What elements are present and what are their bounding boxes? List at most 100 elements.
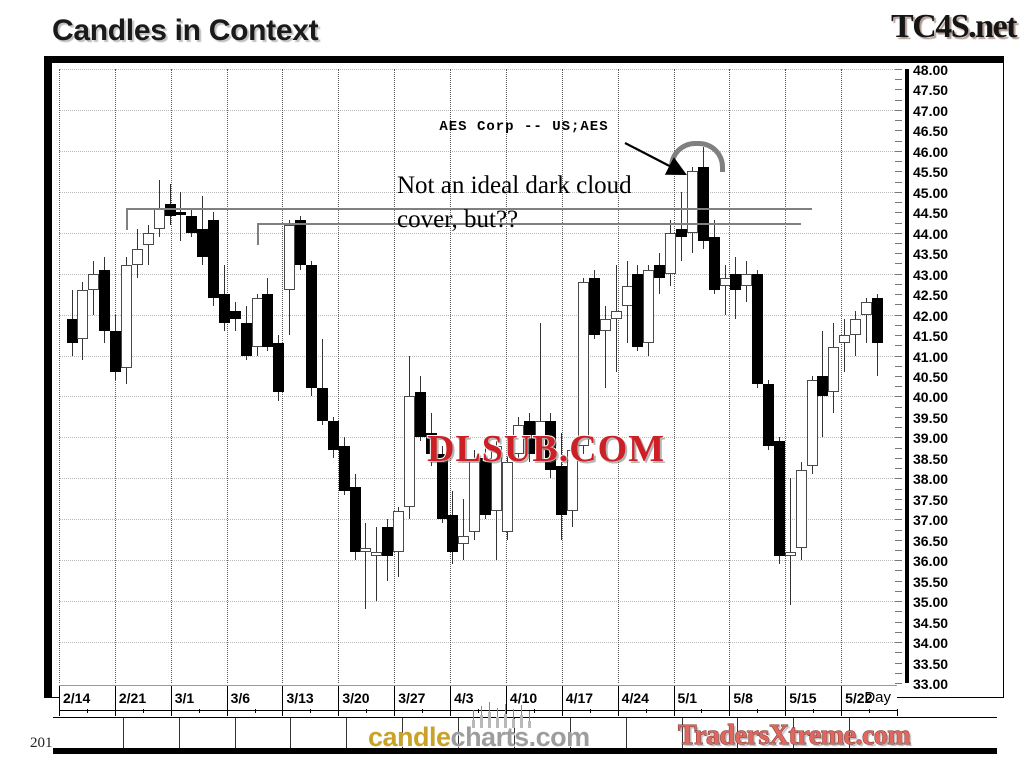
- candle: [262, 69, 274, 683]
- candle: [360, 69, 372, 683]
- x-axis-tick-label: 5/22: [841, 686, 897, 710]
- candle-body: [578, 281, 590, 446]
- candle-body: [66, 318, 78, 344]
- candle: [578, 69, 590, 683]
- candle: [806, 69, 818, 683]
- gridline-h: [59, 314, 897, 316]
- candle-body: [871, 298, 883, 344]
- candle: [240, 69, 252, 683]
- candle-wick: [681, 191, 682, 262]
- candle: [371, 69, 383, 683]
- annotation-line-2: cover, but??: [397, 205, 519, 233]
- candle: [175, 69, 187, 683]
- candle: [425, 69, 437, 683]
- candle-body: [382, 527, 394, 557]
- y-axis-rail: [905, 69, 909, 683]
- candle-body: [414, 392, 426, 438]
- logo-charts-text: charts.com: [450, 722, 591, 752]
- candle-wick: [604, 306, 606, 389]
- candlestick-plot[interactable]: DLSUB.COM: [59, 69, 897, 683]
- candle-body: [708, 236, 720, 291]
- candle-body: [77, 290, 89, 340]
- candle: [164, 69, 176, 683]
- x-axis-tick-label: 3/6: [226, 686, 283, 710]
- y-axis-tick-label: 45.00: [913, 184, 949, 201]
- candle: [817, 69, 829, 683]
- y-axis-tick-label: 34.00: [913, 635, 949, 652]
- candle: [66, 69, 78, 683]
- y-axis-tick-label: 47.50: [913, 82, 949, 99]
- candle-body: [393, 511, 405, 552]
- gridline-v: [729, 69, 731, 683]
- y-axis: 48.00 47.50 47.00 46.50 46.00 45.50 45.00 44.50…: [895, 63, 995, 691]
- candle: [338, 69, 350, 683]
- candle: [654, 69, 666, 683]
- x-axis-tick-label: 5/15: [785, 686, 841, 710]
- candle-body: [186, 216, 198, 233]
- candle-body: [828, 347, 840, 393]
- candle: [534, 69, 546, 683]
- gridline-v: [561, 69, 563, 683]
- candle: [871, 69, 883, 683]
- candle: [567, 69, 579, 683]
- candle-body: [197, 228, 209, 258]
- candle: [436, 69, 448, 683]
- y-axis-tick-label: 35.50: [913, 573, 949, 590]
- x-axis-minor-ticks: [59, 709, 898, 716]
- gridline-h: [59, 232, 897, 234]
- candle-body: [491, 445, 502, 512]
- x-axis-tick-label: 3/13: [282, 686, 338, 710]
- candle: [632, 69, 644, 683]
- candle-body: [240, 322, 252, 356]
- candle-body: [447, 515, 459, 552]
- y-axis-tick-label: 36.50: [913, 532, 949, 549]
- candle-body: [142, 232, 154, 245]
- gridline-h: [59, 273, 897, 275]
- y-axis-tick-label: 37.50: [913, 491, 949, 508]
- x-axis-tick-label: 2/21: [114, 686, 171, 710]
- candle-body: [175, 212, 187, 215]
- candle: [186, 69, 198, 683]
- y-axis-minor-ticks: [893, 69, 903, 684]
- gridline-h: [59, 437, 897, 439]
- candle: [491, 69, 502, 683]
- candle-body: [850, 318, 862, 336]
- candle-body: [316, 388, 328, 421]
- candle: [273, 69, 285, 683]
- candle: [708, 69, 720, 683]
- brand-logo-tc4s: TC4S.net: [891, 8, 1017, 45]
- candle: [512, 69, 524, 683]
- candle: [741, 69, 753, 683]
- candle-body: [403, 396, 415, 507]
- x-axis-tick-label: 4/24: [617, 686, 674, 710]
- page-title: Candles in Context: [52, 14, 319, 47]
- candle: [469, 69, 481, 683]
- candle-body: [621, 285, 633, 307]
- candle: [393, 69, 405, 683]
- x-axis-tick-label: 5/8: [729, 686, 785, 710]
- candle-body: [763, 384, 775, 446]
- candle-body: [686, 171, 698, 233]
- candle: [295, 69, 307, 683]
- candle-body: [839, 335, 851, 344]
- candle-body: [458, 535, 470, 544]
- candle-wick: [724, 265, 726, 315]
- candle: [110, 69, 122, 683]
- candle-body: [120, 265, 132, 368]
- y-axis-tick-label: 40.00: [913, 389, 949, 406]
- x-axis-tick-label: 3/20: [338, 686, 394, 710]
- y-axis-tick-label: 41.50: [913, 328, 949, 345]
- x-axis-tick-label: 5/1: [673, 686, 730, 710]
- candle-body: [164, 204, 176, 217]
- x-axis-tick-label: 4/3: [450, 686, 506, 710]
- candle: [643, 69, 655, 683]
- candle: [861, 69, 873, 683]
- candle-wick: [789, 478, 791, 606]
- y-axis-tick-label: 45.50: [913, 164, 949, 181]
- page-number: 201: [30, 735, 53, 751]
- candle-body: [251, 298, 263, 348]
- candle-wick: [463, 498, 465, 561]
- slide-header: Candles in Context TC4S.net: [0, 0, 1024, 55]
- x-axis-tick-label: 3/1: [170, 686, 227, 710]
- reference-line-tick: [126, 208, 129, 231]
